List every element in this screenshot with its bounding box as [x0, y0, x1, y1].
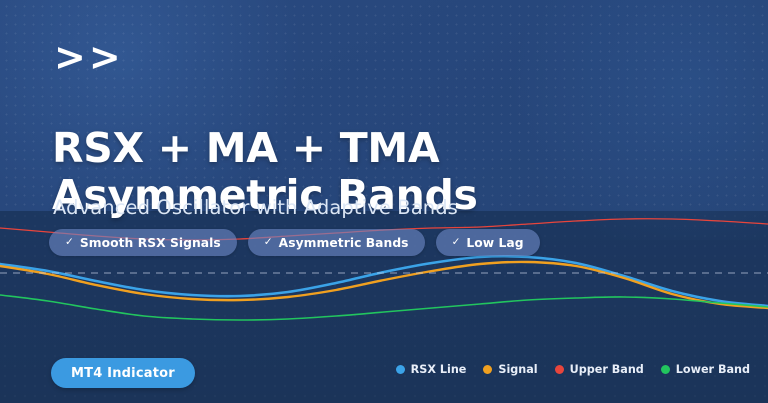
- legend-item: Signal: [483, 363, 538, 376]
- feature-pill-list: ✓ Smooth RSX Signals ✓ Asymmetric Bands ✓ Low…: [49, 229, 540, 256]
- legend-item: Upper Band: [554, 363, 644, 376]
- chart-series-line: [0, 254, 768, 308]
- legend-label: Lower Band: [675, 363, 750, 376]
- feature-pill-label: Asymmetric Bands: [278, 235, 409, 250]
- feature-pill[interactable]: ✓ Smooth RSX Signals: [49, 229, 237, 256]
- chevron-double-right-icon: >>: [54, 35, 124, 79]
- check-icon: ✓: [451, 236, 461, 249]
- title-line-1: RSX + MA + TMA: [52, 124, 440, 173]
- check-icon: ✓: [263, 236, 273, 249]
- page-title: RSX + MA + TMA Asymmetric Bands: [52, 125, 712, 218]
- check-icon: ✓: [65, 236, 74, 249]
- chart-series-line: [0, 260, 768, 310]
- legend-label: Signal: [498, 363, 538, 376]
- legend-item: Lower Band: [660, 363, 750, 376]
- feature-pill-label: Low Lag: [466, 235, 524, 250]
- background-upper: [0, 0, 768, 211]
- chart-series-line: [0, 294, 768, 321]
- legend-item: RSX Line: [395, 363, 467, 376]
- glow-left-decoration: [0, 0, 330, 220]
- legend-label: RSX Line: [410, 363, 467, 376]
- glow-right-decoration: [488, 0, 768, 240]
- legend-color-dot: [660, 365, 670, 374]
- legend-color-dot: [554, 365, 564, 374]
- title-line-2: Asymmetric Bands: [52, 171, 478, 220]
- feature-pill[interactable]: ✓ Low Lag: [435, 229, 540, 256]
- feature-pill[interactable]: ✓ Asymmetric Bands: [247, 229, 425, 256]
- chart-legend: RSX Line Signal Upper Band Lower Band: [395, 363, 750, 376]
- platform-badge[interactable]: MT4 Indicator: [51, 358, 195, 388]
- legend-color-dot: [483, 365, 493, 374]
- legend-label: Upper Band: [569, 363, 644, 376]
- dot-texture-upper: [0, 0, 768, 211]
- page-subtitle: Advanced Oscillator with Adaptive Bands: [53, 196, 458, 219]
- legend-color-dot: [395, 365, 405, 374]
- feature-pill-label: Smooth RSX Signals: [79, 235, 221, 250]
